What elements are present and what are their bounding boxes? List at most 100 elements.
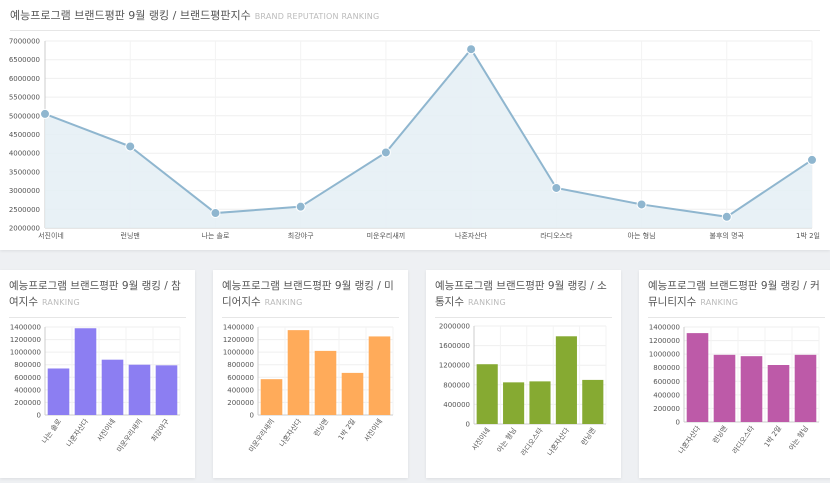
bar-x-tick-label: 아는 형님 xyxy=(787,424,810,452)
main-data-point[interactable] xyxy=(210,208,221,219)
main-data-point[interactable] xyxy=(295,201,306,212)
bar-x-tick-label: 나혼자산다 xyxy=(64,417,90,449)
bar[interactable] xyxy=(713,354,736,422)
communication-chart-title: 예능프로그램 브랜드평판 9월 랭킹 / 소통지수 RANKING xyxy=(435,278,612,318)
communication-subtitle-text: RANKING xyxy=(467,298,506,307)
bar-y-tick-label: 200000 xyxy=(653,405,680,413)
bar-x-tick-label: 런닝맨 xyxy=(579,426,597,447)
bar[interactable] xyxy=(74,328,97,415)
bar-y-tick-label: 0 xyxy=(676,419,680,427)
bar-y-tick-label: 1200000 xyxy=(10,336,41,344)
bar-x-tick-label: 나혼자산다 xyxy=(277,417,303,449)
bar[interactable] xyxy=(287,330,310,415)
main-subtitle-text: BRAND REPUTATION RANKING xyxy=(254,12,380,21)
bar[interactable] xyxy=(529,381,551,424)
main-x-tick-label: 나혼자산다 xyxy=(455,231,488,240)
bar-y-tick-label: 800000 xyxy=(443,381,470,389)
main-data-point[interactable] xyxy=(380,147,391,158)
community-chart-card: 예능프로그램 브랜드평판 9월 랭킹 / 커뮤니티지수 RANKING 0 2000… xyxy=(639,270,830,478)
main-data-point[interactable] xyxy=(466,44,477,55)
main-x-tick-label: 최강야구 xyxy=(288,231,314,240)
bar[interactable] xyxy=(47,368,70,415)
bar-y-tick-label: 1000000 xyxy=(10,349,41,357)
bar[interactable] xyxy=(341,372,364,415)
bar-y-tick-label: 1600000 xyxy=(439,342,470,350)
bar-y-tick-label: 400000 xyxy=(227,386,254,394)
main-y-tick-label: 6500000 xyxy=(9,56,40,64)
communication-bar-chart: 0 400000 800000 1200000 1600000 2000000 서진이네 아는… xyxy=(439,323,607,458)
main-area-chart: 2000000 2500000 3000000 3500000 4000000 45000… xyxy=(9,38,820,241)
bar-x-tick-label: 1박 2일 xyxy=(762,424,783,449)
main-y-tick-label: 4000000 xyxy=(9,150,40,158)
bar-x-tick-label: 나혼자산다 xyxy=(545,426,571,458)
community-chart-title: 예능프로그램 브랜드평판 9월 랭킹 / 커뮤니티지수 RANKING xyxy=(648,278,825,318)
main-area-fill xyxy=(45,49,812,229)
main-x-tick-label: 런닝맨 xyxy=(121,231,140,240)
bar[interactable] xyxy=(476,364,498,424)
bar-x-tick-label: 1박 2일 xyxy=(336,417,357,442)
bar-y-tick-label: 1400000 xyxy=(10,324,41,332)
main-x-tick-label: 서진이네 xyxy=(38,231,64,240)
main-x-tick-label: 나는 솔로 xyxy=(201,231,230,240)
community-subtitle-text: RANKING xyxy=(700,298,739,307)
main-x-tick-label: 라디오스타 xyxy=(540,231,573,240)
bar[interactable] xyxy=(368,336,391,415)
bar[interactable] xyxy=(582,379,604,424)
bar-y-tick-label: 1200000 xyxy=(439,362,470,370)
bar[interactable] xyxy=(101,359,124,415)
participation-bar-chart: 0 200000 400000 600000 800000 1000000 1200000 1… xyxy=(10,324,181,454)
participation-chart-card: 예능프로그램 브랜드평판 9월 랭킹 / 참여지수 RANKING 0 200000… xyxy=(0,270,195,478)
main-data-point[interactable] xyxy=(807,154,817,165)
bar-y-tick-label: 1000000 xyxy=(223,349,254,357)
main-data-point[interactable] xyxy=(551,182,562,193)
main-title-text: 예능프로그램 브랜드평판 9월 랭킹 / 브랜드평판지수 xyxy=(10,9,251,22)
main-data-point[interactable] xyxy=(125,141,136,152)
bar-x-tick-label: 런닝맨 xyxy=(711,424,729,445)
main-data-point[interactable] xyxy=(40,108,50,119)
bar[interactable] xyxy=(740,356,763,422)
bar[interactable] xyxy=(155,365,178,415)
bar[interactable] xyxy=(767,365,790,422)
bar-y-tick-label: 400000 xyxy=(14,386,41,394)
bar[interactable] xyxy=(314,350,337,415)
bar-x-tick-label: 나는 솔로 xyxy=(40,417,64,446)
bar-x-tick-label: 아는 형님 xyxy=(495,426,518,454)
bar-y-tick-label: 200000 xyxy=(14,399,41,407)
bar-x-tick-label: 미운우리새끼 xyxy=(247,417,277,454)
bar[interactable] xyxy=(794,354,817,422)
main-x-tick-label: 1박 2일 xyxy=(796,231,820,240)
main-y-tick-label: 3000000 xyxy=(9,187,40,195)
bar-x-tick-label: 라디오스타 xyxy=(730,424,756,456)
community-bar-chart: 0 200000 400000 600000 800000 1000000 1200000 1… xyxy=(649,324,820,456)
bar-y-tick-label: 600000 xyxy=(653,378,680,386)
bar-x-tick-label: 나혼자산다 xyxy=(676,424,702,456)
bar-x-tick-label: 미운우리새끼 xyxy=(115,417,145,454)
bar-y-tick-label: 400000 xyxy=(443,401,470,409)
bar-x-tick-label: 최강야구 xyxy=(149,417,171,444)
media-chart-title: 예능프로그램 브랜드평판 9월 랭킹 / 미디어지수 RANKING xyxy=(222,278,399,318)
main-y-tick-label: 7000000 xyxy=(9,38,40,46)
main-y-tick-label: 3500000 xyxy=(9,168,40,176)
bar-y-tick-label: 600000 xyxy=(227,374,254,382)
main-y-tick-label: 4500000 xyxy=(9,131,40,139)
bar-y-tick-label: 800000 xyxy=(227,361,254,369)
bar[interactable] xyxy=(260,379,283,415)
main-y-tick-label: 5000000 xyxy=(9,112,40,120)
bar-y-tick-label: 1200000 xyxy=(649,337,680,345)
bar-y-tick-label: 600000 xyxy=(14,374,41,382)
main-data-point[interactable] xyxy=(636,199,647,210)
bar[interactable] xyxy=(686,333,709,422)
community-title-text: 예능프로그램 브랜드평판 9월 랭킹 / 커뮤니티지수 xyxy=(648,280,820,308)
bar[interactable] xyxy=(555,336,577,424)
bar-x-tick-label: 라디오스타 xyxy=(519,426,545,458)
bar[interactable] xyxy=(128,364,151,415)
bar-y-tick-label: 0 xyxy=(466,421,470,429)
bar-y-tick-label: 200000 xyxy=(227,399,254,407)
main-data-point[interactable] xyxy=(721,211,732,222)
bar[interactable] xyxy=(503,382,525,424)
main-y-tick-label: 5500000 xyxy=(9,94,40,102)
main-chart-card: 예능프로그램 브랜드평판 9월 랭킹 / 브랜드평판지수 BRAND REPUTA… xyxy=(0,0,830,250)
bar-y-tick-label: 800000 xyxy=(653,364,680,372)
bar-y-tick-label: 1000000 xyxy=(649,351,680,359)
bar-y-tick-label: 1200000 xyxy=(223,336,254,344)
